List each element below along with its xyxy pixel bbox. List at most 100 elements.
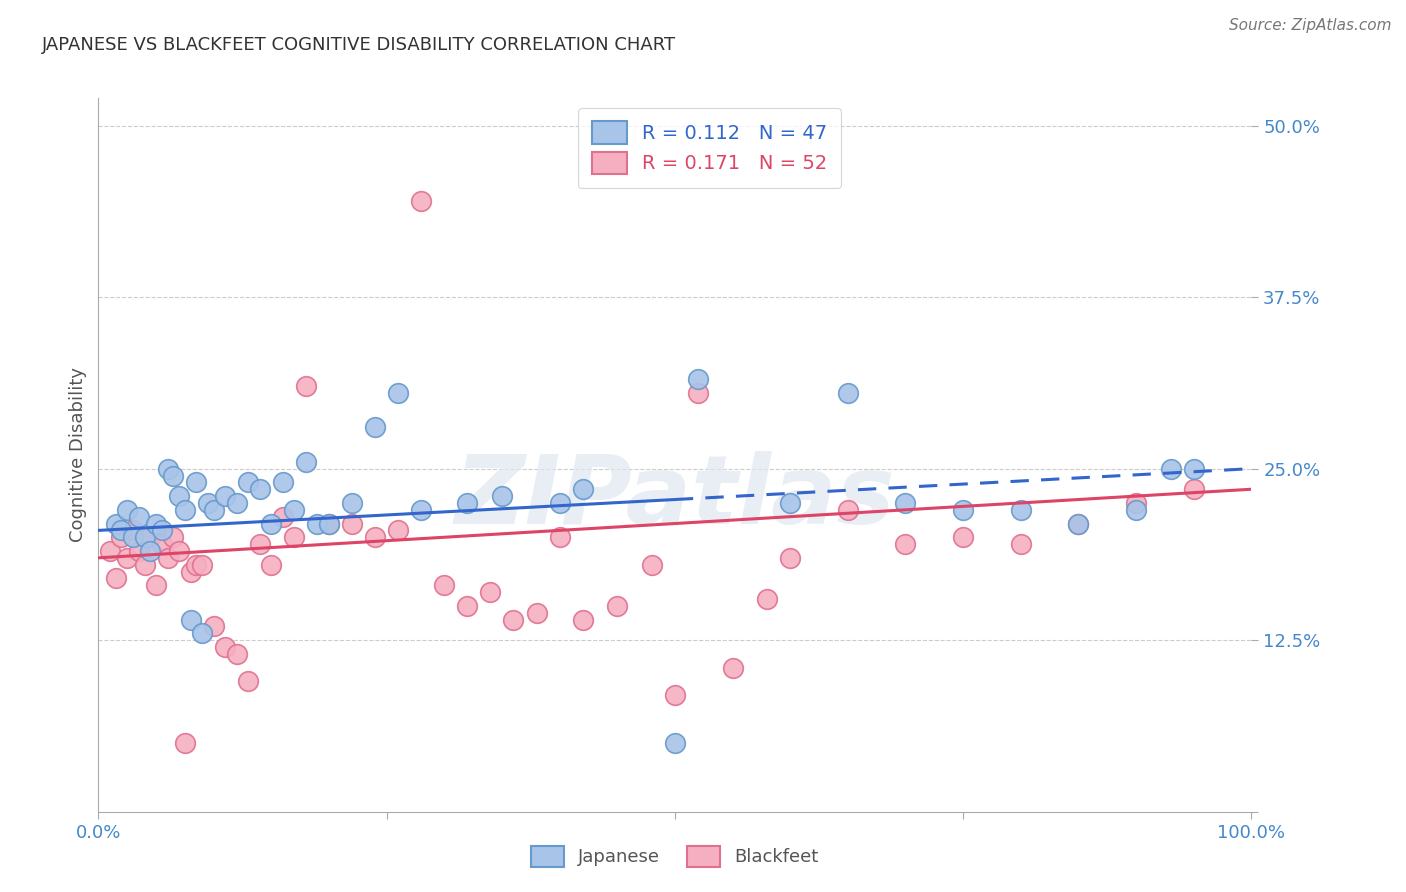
Point (104, 516, 127, 531)
Y-axis label: Cognitive Disability: Cognitive Disability (69, 368, 87, 542)
Point (145, 578, 167, 592)
Point (128, 509, 150, 524)
Point (571, 482, 593, 496)
Point (606, 599, 628, 613)
Point (238, 674, 260, 689)
Point (837, 386, 859, 401)
Point (191, 558, 214, 572)
Point (318, 516, 340, 531)
Point (756, 592, 779, 607)
Point (1182, 461, 1205, 475)
Point (307, 516, 329, 531)
Point (387, 524, 409, 538)
Point (283, 530, 305, 544)
Point (387, 386, 409, 401)
Point (526, 606, 548, 620)
Point (952, 503, 974, 517)
Point (295, 379, 318, 393)
Point (295, 455, 318, 469)
Point (1125, 503, 1147, 517)
Point (571, 613, 593, 627)
Point (837, 503, 859, 517)
Point (150, 524, 173, 538)
Point (340, 496, 363, 510)
Point (456, 496, 478, 510)
Point (664, 688, 686, 702)
Legend: Japanese, Blackfeet: Japanese, Blackfeet (524, 838, 825, 874)
Point (433, 578, 456, 592)
Point (479, 585, 502, 599)
Point (117, 550, 139, 565)
Point (156, 461, 179, 475)
Point (214, 489, 236, 503)
Point (186, 475, 208, 490)
Point (952, 530, 974, 544)
Point (128, 544, 150, 558)
Point (197, 496, 219, 510)
Point (98, 544, 121, 558)
Point (186, 558, 208, 572)
Point (117, 503, 139, 517)
Text: ZIPatlas: ZIPatlas (454, 451, 896, 544)
Point (1067, 516, 1090, 531)
Point (122, 530, 145, 544)
Point (1125, 496, 1147, 510)
Point (721, 660, 744, 674)
Point (548, 530, 571, 544)
Point (641, 558, 664, 572)
Point (180, 613, 202, 627)
Point (779, 550, 801, 565)
Point (150, 537, 173, 551)
Point (1010, 537, 1032, 551)
Point (411, 194, 433, 208)
Point (214, 640, 236, 654)
Point (225, 647, 247, 661)
Point (1010, 503, 1032, 517)
Point (664, 736, 686, 750)
Point (548, 496, 571, 510)
Point (491, 489, 513, 503)
Point (191, 626, 214, 640)
Point (340, 516, 363, 531)
Point (260, 558, 283, 572)
Point (139, 544, 162, 558)
Point (202, 503, 225, 517)
Point (1182, 482, 1205, 496)
Point (167, 489, 190, 503)
Point (156, 550, 179, 565)
Point (180, 565, 202, 579)
Text: JAPANESE VS BLACKFEET COGNITIVE DISABILITY CORRELATION CHART: JAPANESE VS BLACKFEET COGNITIVE DISABILI… (42, 36, 676, 54)
Point (1067, 516, 1090, 531)
Point (364, 420, 387, 434)
Point (686, 372, 709, 386)
Point (162, 468, 184, 483)
Point (318, 516, 340, 531)
Point (134, 530, 156, 544)
Point (456, 599, 478, 613)
Point (122, 524, 145, 538)
Point (225, 496, 247, 510)
Point (686, 386, 709, 401)
Point (894, 537, 917, 551)
Point (1160, 461, 1182, 475)
Point (249, 482, 271, 496)
Point (283, 503, 305, 517)
Point (145, 516, 167, 531)
Point (364, 530, 387, 544)
Point (411, 503, 433, 517)
Point (502, 613, 524, 627)
Point (202, 619, 225, 633)
Point (174, 503, 197, 517)
Point (271, 475, 294, 490)
Point (167, 544, 190, 558)
Point (174, 736, 197, 750)
Point (260, 516, 283, 531)
Point (104, 571, 127, 585)
Point (779, 496, 801, 510)
Point (110, 530, 132, 544)
Point (110, 524, 132, 538)
Point (249, 537, 271, 551)
Point (139, 530, 162, 544)
Point (134, 558, 156, 572)
Point (238, 475, 260, 490)
